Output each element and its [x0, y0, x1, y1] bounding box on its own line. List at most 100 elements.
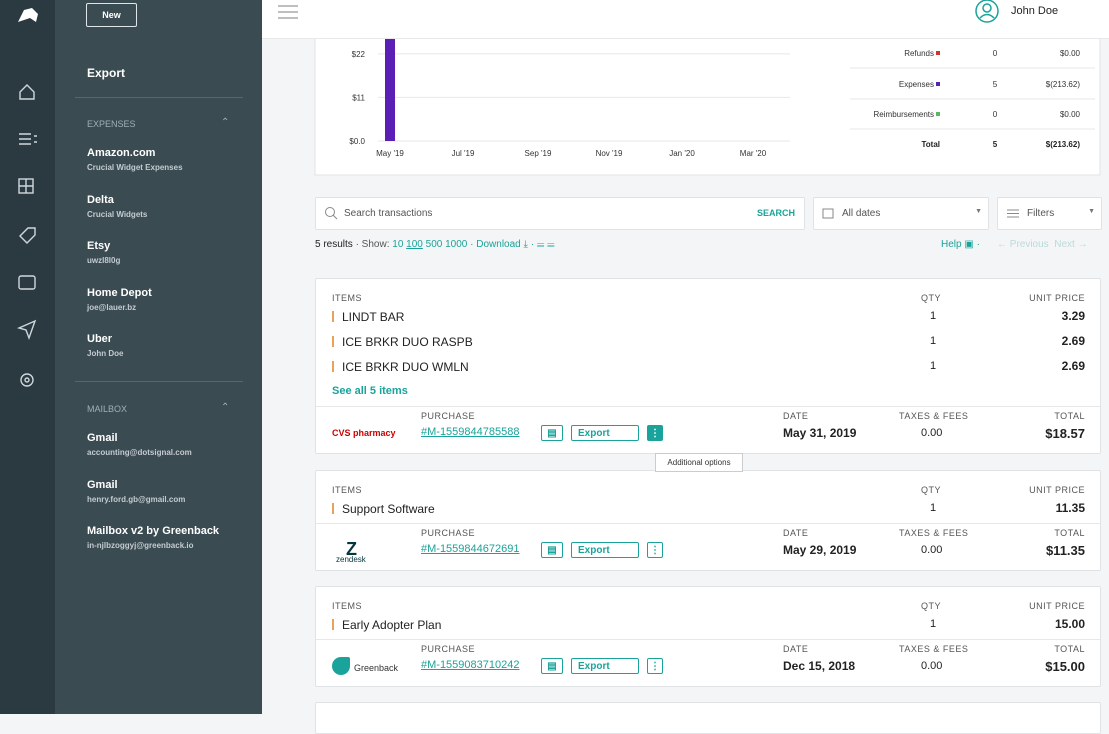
- unit-price-header: UNIT PRICE: [1029, 601, 1085, 611]
- filters-select[interactable]: Filters ▼: [997, 197, 1102, 230]
- qty-header: QTY: [921, 485, 942, 495]
- previous[interactable]: ← Previous: [997, 239, 1049, 250]
- collapse-caret[interactable]: ⌃: [221, 117, 230, 128]
- more-button[interactable]: ⋮: [647, 658, 663, 674]
- transaction-card: [315, 702, 1101, 734]
- summary-amount: $0.00: [1060, 110, 1081, 119]
- qty-header: QTY: [921, 601, 942, 611]
- account-name[interactable]: Gmail: [87, 479, 118, 491]
- x-tick-label: Jul '19: [452, 149, 475, 158]
- date-select[interactable]: All dates ▼: [813, 197, 989, 230]
- date-label: DATE: [783, 528, 809, 538]
- item-marker: [332, 361, 334, 372]
- account-sub: Crucial Widgets: [87, 210, 148, 219]
- account-name[interactable]: Gmail: [87, 432, 118, 444]
- tooltip: Additional options: [655, 453, 743, 472]
- item-name: Support Software: [342, 502, 435, 516]
- transaction-card: ITEMS QTY UNIT PRICE Support Software 1 11.35…: [315, 470, 1101, 571]
- item-marker: [332, 311, 334, 322]
- item-price: 11.35: [1055, 501, 1085, 515]
- export-link[interactable]: Export: [87, 66, 126, 80]
- download-link[interactable]: · Download: [470, 239, 521, 250]
- see-all-link[interactable]: See all 5 items: [332, 385, 408, 397]
- new-button[interactable]: New: [86, 3, 137, 27]
- date-value: May 31, 2019: [783, 426, 857, 440]
- summary-amount: $0.00: [1060, 49, 1081, 58]
- receipt-button[interactable]: ▤: [541, 542, 563, 558]
- view-toggles[interactable]: ⤓ · ☰ ☰: [523, 239, 555, 250]
- export-button[interactable]: Export: [571, 542, 639, 558]
- purchase-id[interactable]: #M-1559083710242: [421, 659, 520, 671]
- legend-swatch: [936, 82, 940, 86]
- date-label: DATE: [783, 644, 809, 654]
- account-sub: in-njlbzoggyj@greenback.io: [87, 541, 194, 550]
- page-size[interactable]: 500: [425, 239, 443, 250]
- total-label: TOTAL: [1054, 528, 1085, 538]
- items-header: ITEMS: [332, 293, 363, 303]
- rail-icons: [16, 8, 38, 387]
- item-qty: 1: [930, 310, 937, 322]
- greenback-icon: [332, 657, 350, 675]
- help-text[interactable]: Help: [941, 239, 962, 250]
- summary-count: 5: [993, 80, 998, 89]
- x-tick-label: Jan '20: [669, 149, 695, 158]
- collapse-caret[interactable]: ⌃: [221, 402, 230, 413]
- purchase-label: PURCHASE: [421, 411, 476, 421]
- purchase-id[interactable]: #M-1559844785588: [421, 426, 520, 438]
- export-button[interactable]: Export: [571, 425, 639, 441]
- user-name[interactable]: John Doe: [1011, 5, 1059, 17]
- total-value: $18.57: [1045, 426, 1085, 441]
- page-size[interactable]: 1000: [445, 239, 468, 250]
- top-bar: John Doe: [262, 0, 1109, 39]
- taxes-label: TAXES & FEES: [899, 411, 969, 421]
- receipt-button[interactable]: ▤: [541, 658, 563, 674]
- account-name[interactable]: Mailbox v2 by Greenback: [87, 525, 220, 537]
- unit-price-header: UNIT PRICE: [1029, 293, 1085, 303]
- item-price: 2.69: [1061, 359, 1085, 373]
- avatar[interactable]: [973, 0, 1001, 26]
- item-qty: 1: [930, 618, 937, 630]
- more-button[interactable]: ⋮: [647, 542, 663, 558]
- total-value: $15.00: [1045, 659, 1085, 674]
- page-size[interactable]: 10: [392, 239, 404, 250]
- caret: ▼: [1088, 208, 1095, 215]
- page-size[interactable]: 100: [406, 239, 423, 250]
- merchant-logo: CVS pharmacy: [332, 428, 396, 438]
- account-name[interactable]: Amazon.com: [87, 147, 156, 159]
- pager[interactable]: ← Previous Next →: [997, 239, 1088, 250]
- account-name[interactable]: Home Depot: [87, 287, 152, 299]
- purchase-id[interactable]: #M-1559844672691: [421, 543, 520, 555]
- search-box[interactable]: Search transactions SEARCH: [315, 197, 805, 230]
- summary-amount: $(213.62): [1046, 80, 1081, 89]
- section-title: MAILBOX: [87, 404, 128, 414]
- purchase-label: PURCHASE: [421, 528, 476, 538]
- export-button[interactable]: Export: [571, 658, 639, 674]
- item-qty: 1: [930, 360, 937, 372]
- account-name[interactable]: Uber: [87, 333, 113, 345]
- account-name[interactable]: Etsy: [87, 240, 111, 252]
- item-qty: 1: [930, 502, 937, 514]
- results-count: 5 results: [315, 239, 353, 250]
- next[interactable]: Next →: [1054, 239, 1088, 250]
- item-name: Early Adopter Plan: [342, 618, 442, 632]
- divider: [75, 97, 243, 98]
- filter-icon: [1007, 209, 1019, 218]
- menu-icon[interactable]: [276, 4, 300, 20]
- calendar-icon: [822, 208, 834, 219]
- item-price: 2.69: [1061, 334, 1085, 348]
- show-label: · Show:: [355, 239, 390, 250]
- help-link[interactable]: Help ▣ ·: [941, 239, 980, 250]
- bar: [385, 38, 395, 141]
- divider: [75, 381, 243, 382]
- taxes-label: TAXES & FEES: [899, 644, 969, 654]
- transaction-card: ITEMS QTY UNIT PRICE Early Adopter Plan 1 15.…: [315, 586, 1101, 687]
- x-tick-label: Sep '19: [525, 149, 552, 158]
- y-tick-label: $11: [352, 93, 365, 102]
- summary-total-label: Total: [921, 140, 940, 149]
- more-button[interactable]: ⋮: [647, 425, 663, 441]
- search-button[interactable]: SEARCH: [756, 208, 795, 218]
- summary-total-count: 5: [993, 140, 998, 149]
- taxes-value: 0.00: [921, 427, 943, 439]
- account-name[interactable]: Delta: [87, 194, 114, 206]
- receipt-button[interactable]: ▤: [541, 425, 563, 441]
